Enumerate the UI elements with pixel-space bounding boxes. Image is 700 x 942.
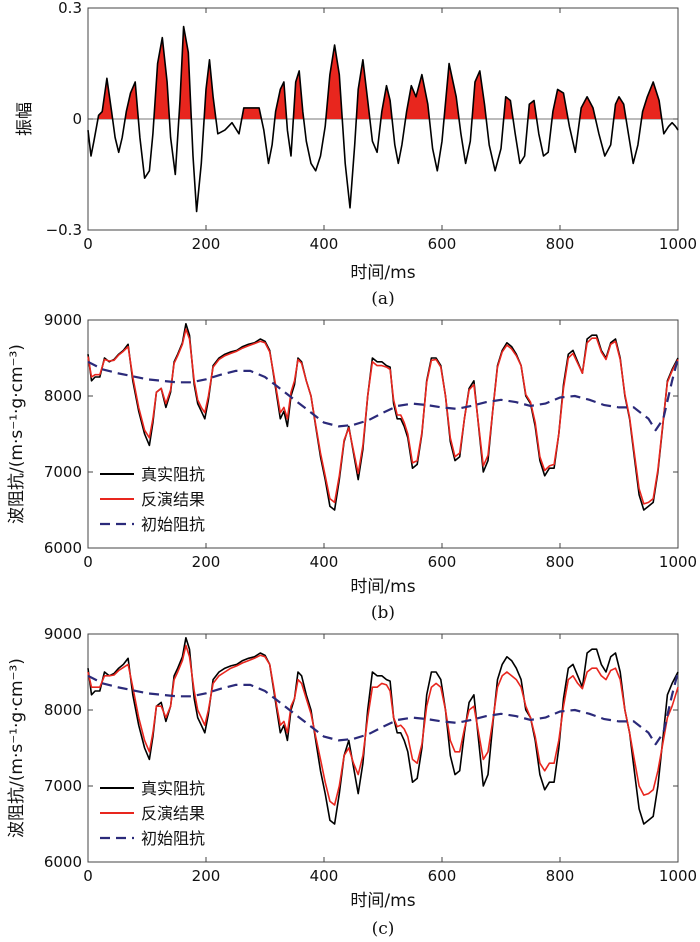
panel-b: 0 200 400 600 800 1000 6000 7000 8000 9000 波阻抗/(m… xyxy=(7,311,697,623)
y-tick-label-a-2: 0.3 xyxy=(58,0,82,17)
y-tick-label-b-0: 6000 xyxy=(44,539,82,557)
y-tick-label-b-1: 7000 xyxy=(44,463,82,481)
plot-frame-c xyxy=(87,633,679,863)
x-tick-label-b-1: 200 xyxy=(192,553,221,571)
x-tick-label-a-1: 200 xyxy=(192,235,221,253)
x-tick-label-a-3: 600 xyxy=(428,235,457,253)
y-tick-label-b-2: 8000 xyxy=(44,387,82,405)
y-axis-label-b: 波阻抗/(m·s⁻¹·g·cm⁻³) xyxy=(7,344,27,524)
x-tick-label-c-4: 800 xyxy=(546,867,575,885)
ticks-c: 0 200 400 600 800 1000 6000 7000 8000 9000 xyxy=(44,625,697,885)
x-tick-label-c-2: 400 xyxy=(310,867,339,885)
x-tick-label-b-0: 0 xyxy=(83,553,93,571)
y-tick-label-c-1: 7000 xyxy=(44,777,82,795)
positive-fill-a xyxy=(88,26,678,119)
series-line-c-0 xyxy=(87,636,679,825)
y-tick-label-c-2: 8000 xyxy=(44,701,82,719)
y-tick-label-b-3: 9000 xyxy=(44,311,82,329)
legend-label-c-2: 初始阻抗 xyxy=(141,829,205,848)
series-line-c-1 xyxy=(87,644,679,806)
y-axis-label-a: 振幅 xyxy=(15,102,35,136)
x-axis-label-c: 时间/ms xyxy=(350,891,415,911)
panel-a: 0 200 400 600 800 1000−0.300.3 振幅 时间/ms (a) xyxy=(15,0,697,309)
panel-c: 0 200 400 600 800 1000 6000 7000 8000 9000 波阻抗/(m… xyxy=(7,625,697,939)
x-tick-label-b-5: 1000 xyxy=(659,553,697,571)
x-axis-label-b: 时间/ms xyxy=(350,577,415,597)
y-tick-label-a-0: −0.3 xyxy=(46,221,82,239)
x-tick-label-c-0: 0 xyxy=(83,867,93,885)
x-tick-label-c-5: 1000 xyxy=(659,867,697,885)
legend-c: 真实阻抗 反演结果 初始阻抗 xyxy=(100,779,205,848)
x-axis-label-a: 时间/ms xyxy=(350,263,415,283)
series-line-b-2 xyxy=(87,357,680,432)
legend-b: 真实阻抗 反演结果 初始阻抗 xyxy=(100,465,205,534)
x-tick-label-a-2: 400 xyxy=(310,235,339,253)
x-tick-label-b-2: 400 xyxy=(310,553,339,571)
x-tick-label-a-5: 1000 xyxy=(659,235,697,253)
y-axis-label-c: 波阻抗/(m·s⁻¹·g·cm⁻³) xyxy=(7,658,27,838)
plot-area-a xyxy=(87,25,679,213)
ticks-a: 0 200 400 600 800 1000−0.300.3 xyxy=(46,0,698,253)
legend-label-c-0: 真实阻抗 xyxy=(141,779,205,798)
x-tick-label-a-0: 0 xyxy=(83,235,93,253)
legend-label-b-2: 初始阻抗 xyxy=(141,515,205,534)
x-tick-label-a-4: 800 xyxy=(546,235,575,253)
y-tick-label-a-1: 0 xyxy=(72,110,82,128)
plot-area-c xyxy=(87,636,680,825)
legend-label-b-0: 真实阻抗 xyxy=(141,465,205,484)
x-tick-label-b-3: 600 xyxy=(428,553,457,571)
x-tick-label-c-1: 200 xyxy=(192,867,221,885)
x-tick-label-b-4: 800 xyxy=(546,553,575,571)
x-tick-label-c-3: 600 xyxy=(428,867,457,885)
series-line-a-0 xyxy=(87,25,679,213)
y-tick-label-c-3: 9000 xyxy=(44,625,82,643)
plot-frame-b xyxy=(87,319,679,549)
series-line-b-1 xyxy=(87,328,679,505)
legend-label-b-1: 反演结果 xyxy=(141,490,205,509)
plot-area-b xyxy=(87,322,680,511)
caption-a: (a) xyxy=(371,289,394,309)
legend-label-c-1: 反演结果 xyxy=(141,804,205,823)
y-tick-label-c-0: 6000 xyxy=(44,853,82,871)
series-line-c-2 xyxy=(87,671,680,746)
caption-c: (c) xyxy=(372,919,395,939)
ticks-b: 0 200 400 600 800 1000 6000 7000 8000 9000 xyxy=(44,311,697,571)
caption-b: (b) xyxy=(371,603,395,623)
